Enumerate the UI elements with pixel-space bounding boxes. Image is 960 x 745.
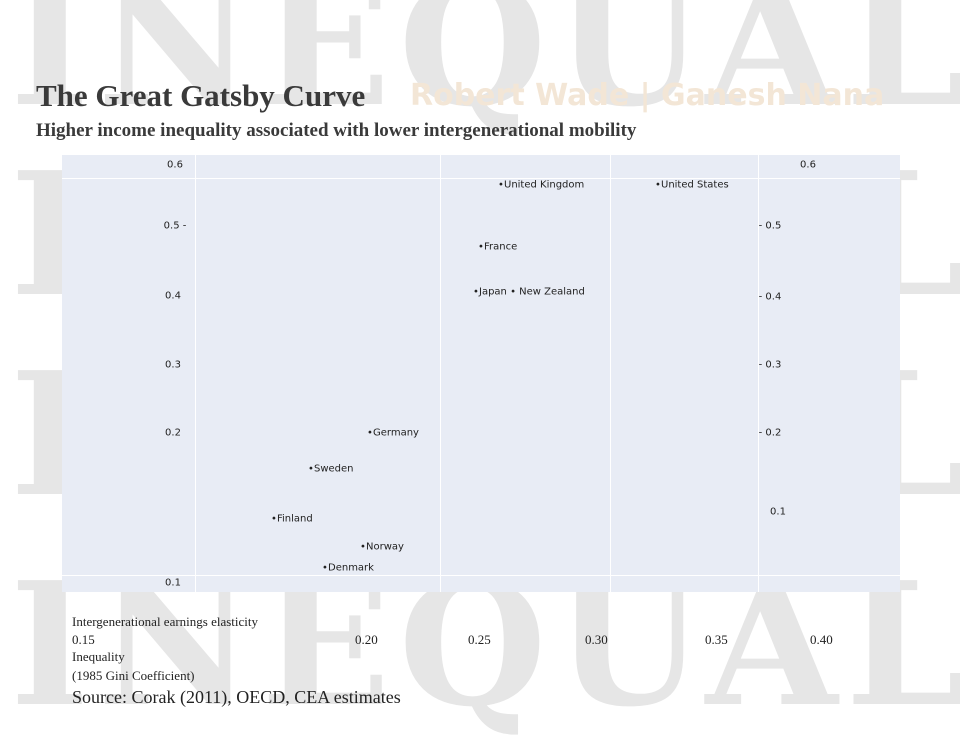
slide: INEQUALITY INEQUALITY INEQUALITY INEQUAL… <box>10 0 960 730</box>
right-label: - 0.4 <box>758 291 782 303</box>
watermark: INEQUALITY <box>10 0 960 145</box>
point-marker: • <box>655 179 661 191</box>
authors: Robert Wade | Ganesh Nana <box>410 78 885 113</box>
x-axis-title: Inequality <box>72 649 125 664</box>
right-label: - 0.2 <box>758 427 782 439</box>
point-label: Denmark <box>328 562 374 574</box>
row-line <box>62 178 900 179</box>
left-label: 0.1 <box>165 577 181 589</box>
point-marker: • <box>478 241 484 253</box>
point-label: United States <box>661 179 729 191</box>
left-label: 0.2 <box>165 427 181 439</box>
point-marker: • <box>308 463 314 475</box>
left-label: 0.5 - <box>163 220 187 232</box>
right-label: 0.6 <box>800 159 816 171</box>
source: Source: Corak (2011), OECD, CEA estimate… <box>72 687 401 707</box>
point-label: United Kingdom <box>504 179 585 191</box>
x-label: 0.40 <box>810 632 833 647</box>
subtitle: Higher income inequality associated with… <box>36 120 637 141</box>
point-label: Norway <box>366 541 404 553</box>
col-line <box>758 155 759 592</box>
point-marker: • <box>322 562 328 574</box>
row-line <box>62 575 900 576</box>
x-label: 0.25 <box>468 632 491 647</box>
point-label: Finland <box>277 513 313 525</box>
point-label: Germany <box>373 427 419 439</box>
point-label: Sweden <box>314 463 354 475</box>
point-marker: • <box>367 427 373 439</box>
x-label: 0.35 <box>705 632 728 647</box>
col-line <box>610 155 611 592</box>
point-label: France <box>484 241 518 253</box>
point-marker: • <box>498 179 504 191</box>
title: The Great Gatsby Curve <box>36 78 366 113</box>
left-label: 0.6 <box>167 159 183 171</box>
y-axis-title: Intergenerational earnings elasticity <box>72 614 259 629</box>
point-label: Japan • New Zealand <box>479 286 585 298</box>
x-label: 0.30 <box>585 632 608 647</box>
x-label: 0.20 <box>355 632 378 647</box>
point-marker: • <box>271 513 277 525</box>
x-axis-subtitle: (1985 Gini Coefficient) <box>72 668 195 683</box>
col-line <box>195 155 196 592</box>
right-label: - 0.3 <box>758 359 782 371</box>
right-label: 0.1 <box>770 506 786 518</box>
point-marker: • <box>473 286 479 298</box>
col-line <box>440 155 441 592</box>
left-label: 0.3 <box>165 359 181 371</box>
right-label: - 0.5 <box>758 220 782 232</box>
x-label: 0.15 <box>72 632 95 647</box>
chart-panel <box>62 155 900 592</box>
point-marker: • <box>360 541 366 553</box>
left-label: 0.4 <box>165 290 181 302</box>
